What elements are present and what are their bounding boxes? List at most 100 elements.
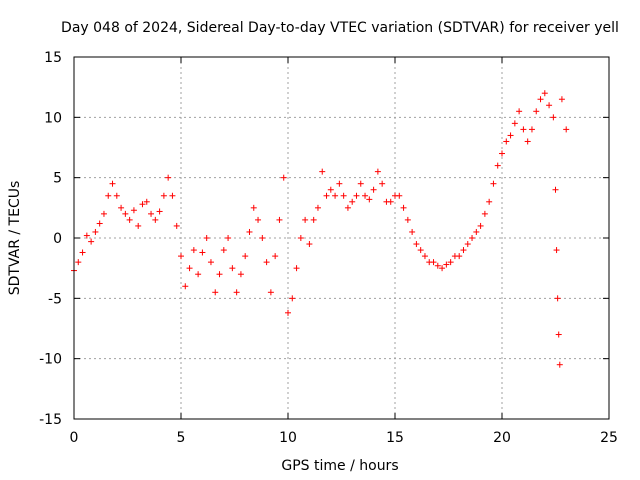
data-point-marker — [370, 186, 377, 193]
data-point-marker — [152, 216, 159, 223]
data-point-marker — [289, 295, 296, 302]
data-point-marker — [546, 102, 553, 109]
data-point-marker — [464, 241, 471, 248]
data-point-marker — [353, 192, 360, 199]
data-point-marker — [156, 208, 163, 215]
data-point-marker — [374, 168, 381, 175]
data-point-marker — [511, 120, 518, 127]
data-point-marker — [503, 138, 510, 145]
data-point-marker — [130, 207, 137, 214]
x-axis-label: GPS time / hours — [281, 458, 398, 474]
data-point-marker — [233, 289, 240, 296]
x-tick-label: 20 — [493, 430, 511, 446]
data-point-marker — [421, 253, 428, 260]
data-point-marker — [276, 216, 283, 223]
data-point-marker — [246, 228, 253, 235]
data-point-marker — [216, 271, 223, 278]
data-point-marker — [387, 198, 394, 205]
grid-lines — [74, 57, 609, 419]
plot-frame — [73, 56, 610, 420]
data-point-marker — [323, 192, 330, 199]
data-point-marker — [434, 262, 441, 269]
data-point-marker — [516, 108, 523, 115]
data-point-marker — [297, 235, 304, 241]
data-point-marker — [443, 261, 450, 268]
data-point-marker — [135, 222, 142, 229]
data-point-marker — [409, 228, 416, 235]
data-point-marker — [293, 265, 300, 272]
data-point-marker — [105, 192, 112, 199]
data-point-marker — [302, 216, 309, 223]
y-tick-label: 5 — [53, 171, 62, 187]
data-point-marker — [417, 247, 424, 254]
chart-title: Day 048 of 2024, Sidereal Day-to-day VTE… — [61, 20, 619, 36]
y-tick-label: 0 — [53, 231, 62, 247]
data-point-marker — [550, 114, 557, 121]
data-point-marker — [344, 204, 351, 211]
data-point-marker — [190, 247, 197, 254]
x-tick-label: 5 — [177, 430, 186, 446]
data-point-marker — [528, 126, 535, 133]
data-point-marker — [554, 295, 561, 302]
data-point-marker — [558, 96, 565, 103]
data-point-marker — [267, 289, 274, 296]
data-points — [71, 90, 570, 368]
data-point-marker — [490, 180, 497, 187]
data-point-marker — [430, 259, 437, 266]
data-point-marker — [524, 138, 531, 145]
x-tick-label: 25 — [600, 430, 618, 446]
data-point-marker — [404, 216, 411, 223]
data-point-marker — [207, 259, 214, 266]
y-tick-label: -5 — [48, 291, 62, 307]
data-point-marker — [314, 204, 321, 211]
data-point-marker — [169, 192, 176, 199]
data-point-marker — [165, 174, 172, 181]
data-point-marker — [537, 96, 544, 103]
data-point-marker — [306, 241, 313, 248]
data-point-marker — [122, 210, 129, 217]
data-point-marker — [75, 259, 82, 266]
data-point-marker — [173, 222, 180, 229]
data-point-marker — [556, 361, 563, 368]
data-point-marker — [357, 180, 364, 187]
data-point-marker — [118, 204, 125, 211]
data-point-marker — [280, 174, 287, 181]
data-point-marker — [237, 271, 244, 278]
x-tick-labels: 0 5 10 15 20 25 — [70, 430, 618, 446]
y-axis-label: SDTVAR / TECUs — [7, 181, 23, 296]
data-point-marker — [212, 289, 219, 296]
data-point-marker — [366, 196, 373, 203]
data-point-marker — [148, 210, 155, 217]
data-point-marker — [327, 186, 334, 193]
data-point-marker — [285, 309, 291, 316]
data-point-marker — [186, 265, 193, 272]
data-point-marker — [494, 162, 501, 169]
data-point-marker — [499, 150, 505, 157]
data-point-marker — [477, 222, 484, 229]
data-point-marker — [553, 247, 560, 254]
data-point-marker — [520, 126, 527, 133]
data-point-marker — [178, 253, 184, 260]
data-point-marker — [139, 201, 146, 208]
data-point-marker — [79, 249, 86, 256]
data-point-marker — [109, 180, 116, 187]
data-point-marker — [541, 90, 548, 97]
data-point-marker — [469, 235, 476, 241]
data-point-marker — [336, 180, 343, 187]
data-point-marker — [563, 126, 570, 133]
data-point-marker — [447, 259, 454, 266]
data-point-marker — [340, 192, 347, 199]
data-point-marker — [96, 220, 103, 227]
x-tick-label: 10 — [279, 430, 297, 446]
data-point-marker — [126, 216, 133, 223]
data-point-marker — [272, 253, 279, 260]
data-point-marker — [481, 210, 488, 217]
data-point-marker — [396, 192, 403, 199]
data-point-marker — [362, 192, 369, 199]
data-point-marker — [83, 232, 90, 239]
data-point-marker — [460, 247, 467, 254]
data-point-marker — [259, 235, 266, 241]
y-tick-label: 10 — [44, 110, 62, 126]
data-point-marker — [319, 168, 326, 175]
